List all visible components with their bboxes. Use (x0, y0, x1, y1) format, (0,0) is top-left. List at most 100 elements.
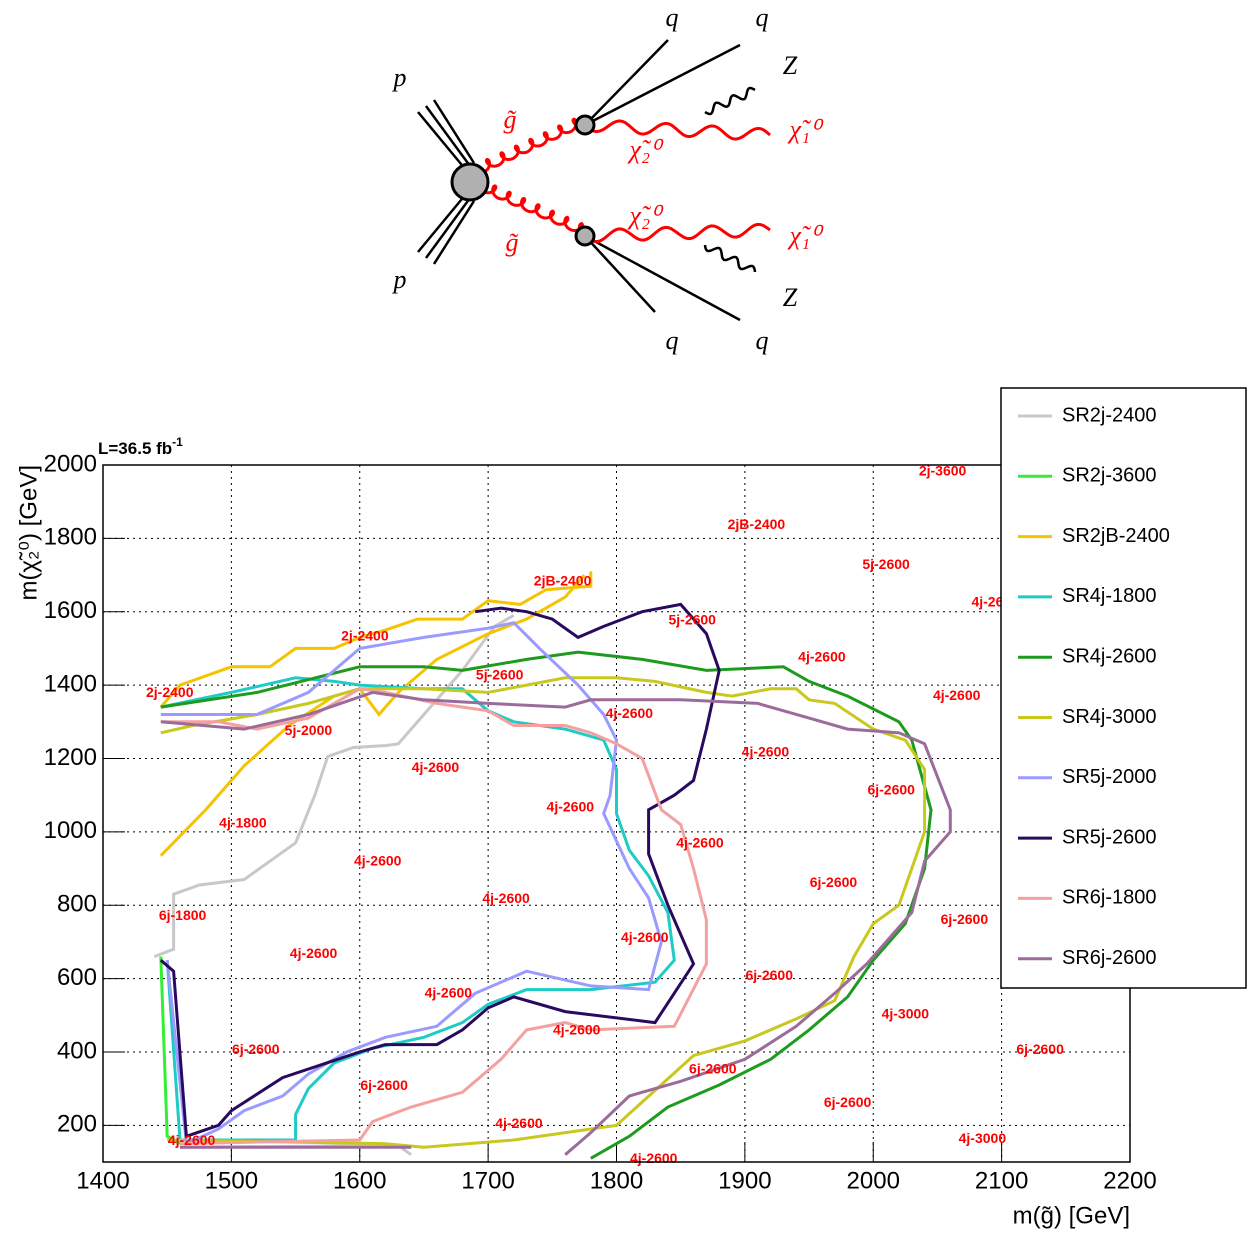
contour (160, 650, 933, 1160)
contour (159, 571, 593, 857)
lumi-text: L=36.5 fb (98, 439, 172, 458)
annotation: 6j-2600 (360, 1077, 408, 1093)
legend-label: SR4j-1800 (1062, 585, 1157, 607)
annotation: 4j-2600 (553, 1021, 601, 1037)
annotation: 2j-2400 (146, 684, 194, 700)
diagram-label: Z (783, 283, 798, 312)
annotation: 4j-2600 (621, 929, 669, 945)
y-tick-label: 600 (57, 964, 97, 991)
legend: SR2j-2400 SR2j-3600 SR2jB-2400 SR4j-1800 SR4… (1000, 387, 1247, 989)
annotation: 2jB-2400 (534, 572, 592, 588)
annotation: 4j-3000 (959, 1130, 1007, 1146)
y-tick-label: 800 (57, 891, 97, 918)
annotation: 5j-2600 (668, 612, 716, 628)
annotation: 4j-2600 (933, 687, 981, 703)
legend-label: SR6j-1800 (1062, 887, 1157, 909)
vertex (450, 162, 490, 202)
annotation: 2jB-2400 (728, 516, 786, 532)
diagram-label: p (392, 63, 407, 92)
y-tick-label: 1800 (44, 524, 97, 551)
annotation: 6j-2600 (824, 1094, 872, 1110)
lumi: L=36.5 fb-1 (98, 435, 183, 458)
vertex (574, 114, 596, 136)
annotation: 2j-2400 (341, 627, 389, 643)
x-tick-label: 1500 (205, 1167, 258, 1194)
z-boson (703, 244, 757, 273)
y-tick-label: 1000 (44, 817, 97, 844)
legend-label: SR5j-2600 (1062, 826, 1157, 848)
annotation: 6j-1800 (159, 907, 207, 923)
annotation: 2j-3600 (919, 463, 967, 479)
diagram-label: q (756, 3, 769, 32)
diagram-label: q (666, 326, 679, 355)
lumi-exponent: -1 (172, 435, 183, 449)
z-boson (704, 86, 756, 116)
contour (160, 690, 952, 1156)
annotation: 5j-2600 (476, 667, 524, 683)
y-axis-label: m(χ̃₂⁰) [GeV] (15, 465, 42, 601)
gluon (483, 117, 586, 174)
annotation: 6j-2600 (689, 1061, 737, 1077)
annotation: 4j-2600 (742, 743, 790, 759)
legend-label: SR4j-3000 (1062, 706, 1157, 728)
annotation: 4j-2600 (798, 649, 846, 665)
legend-label: SR5j-2000 (1062, 766, 1157, 788)
x-tick-label: 1700 (461, 1167, 514, 1194)
annotation: 4j-2600 (354, 853, 402, 869)
y-tick-label: 400 (57, 1037, 97, 1064)
legend-label: SR6j-2600 (1062, 947, 1157, 969)
contour (160, 621, 663, 1146)
y-tick-label: 2000 (44, 450, 97, 477)
annotation: 4j-2600 (290, 945, 338, 961)
x-tick-label: 1800 (590, 1167, 643, 1194)
y-tick-label: 1400 (44, 670, 97, 697)
annotation: 4j-2600 (482, 890, 530, 906)
annotation: 6j-2600 (232, 1041, 280, 1057)
annotation: 4j-2600 (168, 1132, 216, 1148)
x-tick-label: 2000 (847, 1167, 900, 1194)
y-tick-label: 200 (57, 1111, 97, 1138)
diagram-label: χ̃₂⁰ (627, 201, 664, 230)
diagram-label: χ̃₂⁰ (627, 135, 664, 164)
y-tick-label: 1200 (44, 744, 97, 771)
contour (160, 676, 676, 1142)
x-tick-label: 1400 (76, 1167, 129, 1194)
annotation: 4j-2600 (606, 705, 654, 721)
legend-box (1000, 387, 1247, 989)
legend-label: SR2jB-2400 (1062, 525, 1170, 547)
y-tick-label: 1600 (44, 597, 97, 624)
diagram-label: Z (783, 51, 798, 80)
diagram-label: χ̃₁⁰ (787, 115, 824, 144)
diagram-label: q (756, 326, 769, 355)
x-tick-label: 1600 (333, 1167, 386, 1194)
diagram-label: g̃ (506, 228, 520, 257)
x-tick-label: 2200 (1103, 1167, 1156, 1194)
diagram-label: g̃ (504, 105, 518, 134)
annotation: 5j-2600 (862, 556, 910, 572)
annotation: 4j-2600 (630, 1150, 678, 1166)
x-tick-label: 1900 (718, 1167, 771, 1194)
vertex (574, 225, 596, 247)
annotation: 4j-1800 (219, 814, 267, 830)
x-axis-label: m(g̃) [GeV] (1013, 1202, 1130, 1229)
diagram-label: χ̃₁⁰ (787, 221, 824, 250)
legend-label: SR4j-2600 (1062, 645, 1157, 667)
annotation: 6j-2600 (867, 781, 915, 797)
legend-label: SR2j-3600 (1062, 465, 1157, 487)
neutralino (584, 119, 771, 141)
neutralino (584, 222, 771, 244)
contour (159, 602, 721, 1139)
contour (160, 687, 708, 1146)
annotation: 5j-2000 (285, 722, 333, 738)
gluon (483, 184, 586, 238)
x-tick-label: 2100 (975, 1167, 1028, 1194)
annotation: 4j-3000 (882, 1006, 930, 1022)
legend-label: SR2j-2400 (1062, 404, 1157, 426)
annotation: 6j-2600 (1016, 1041, 1064, 1057)
annotation: 4j-2600 (412, 759, 460, 775)
annotation: 6j-2600 (941, 911, 989, 927)
annotation: 6j-2600 (810, 874, 858, 890)
annotation: 4j-2600 (676, 835, 724, 851)
